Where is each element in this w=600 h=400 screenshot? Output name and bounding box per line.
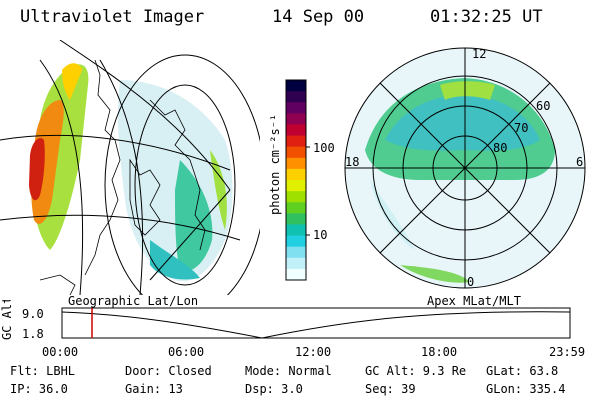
altitude-ylabel: GC Alt: [0, 300, 14, 340]
colorbar-tick-100: 100: [313, 141, 335, 155]
colorbar-swatch: [286, 124, 306, 137]
mlat-label-80: 80: [493, 141, 507, 155]
colorbar-swatch: [286, 246, 306, 259]
xtick-0600: 06:00: [168, 345, 205, 359]
lat-lon-grid: [0, 40, 260, 295]
mlt-label-0: 0: [467, 275, 474, 289]
flt-field: Flt: LBHL: [10, 364, 76, 378]
colorbar-swatch: [286, 268, 306, 281]
polar-image: 12 18 6 0 60 70 80: [344, 47, 586, 289]
polar-grid: [344, 47, 586, 289]
colorbar-swatch: [286, 224, 306, 237]
mlat-label-70: 70: [514, 121, 528, 135]
colorbar-swatch: [286, 113, 306, 125]
xtick-1800: 18:00: [421, 345, 458, 359]
colorbar: photon cm⁻²s⁻¹: [268, 79, 310, 281]
xtick-2359: 23:59: [549, 345, 586, 359]
day-glow-green: [175, 160, 213, 272]
colorbar-swatch: [286, 135, 306, 148]
coastlines: [39, 59, 206, 295]
aurora-region-yellow: [62, 63, 82, 100]
gain-field: Gain: 13: [125, 382, 183, 396]
mode-field: Mode: Normal: [245, 364, 332, 378]
colorbar-swatch: [286, 202, 306, 214]
altitude-curve: [61, 311, 571, 339]
colorbar-swatch: [286, 168, 306, 181]
xtick-1200: 12:00: [295, 345, 332, 359]
time-label: 01:32:25 UT: [430, 7, 543, 27]
right-panel-label: Apex MLat/MLT: [427, 294, 521, 308]
mlat-label-60: 60: [536, 99, 550, 113]
colorbar-swatch: [286, 213, 306, 225]
date-label: 14 Sep 00: [272, 7, 365, 27]
xtick-0000: 00:00: [42, 345, 79, 359]
aurora-region-core: [29, 138, 45, 201]
seq-field: Seq: 39: [365, 382, 416, 396]
altitude-plot: GC Alt 9.0 1.8: [0, 300, 571, 341]
mlt-label-6: 6: [576, 155, 583, 169]
colorbar-swatch: [286, 180, 306, 192]
colorbar-swatch: [286, 235, 306, 248]
colorbar-unit-label: photon cm⁻²s⁻¹: [268, 114, 282, 215]
gcalt-field: GC Alt: 9.3 Re: [365, 364, 467, 378]
door-field: Door: Closed: [125, 364, 212, 378]
mlt-label-12: 12: [472, 47, 486, 61]
colorbar-swatch: [286, 157, 306, 170]
day-glow-cyan: [150, 240, 200, 280]
colorbar-swatch: [286, 191, 306, 203]
left-panel-label: Geographic Lat/Lon: [68, 294, 199, 308]
instrument-title: Ultraviolet Imager: [20, 7, 205, 27]
colorbar-swatch: [286, 91, 306, 103]
colorbar-tick-10: 10: [313, 228, 328, 242]
colorbar-gradient: [286, 80, 306, 281]
colorbar-swatch: [286, 102, 306, 114]
glat-field: GLat: 63.8: [486, 364, 559, 378]
glon-field: GLon: 335.4: [486, 382, 566, 396]
colorbar-swatch: [286, 146, 306, 159]
altitude-ytick-min: 1.8: [22, 327, 44, 341]
altitude-plot-frame: [61, 307, 571, 339]
dsp-field: Dsp: 3.0: [245, 382, 303, 396]
geographic-image: [0, 40, 260, 295]
ip-field: IP: 36.0: [10, 382, 68, 396]
altitude-ytick-max: 9.0: [22, 307, 44, 321]
colorbar-swatch: [286, 80, 306, 92]
colorbar-swatch: [286, 257, 306, 270]
mlt-label-18: 18: [345, 155, 359, 169]
